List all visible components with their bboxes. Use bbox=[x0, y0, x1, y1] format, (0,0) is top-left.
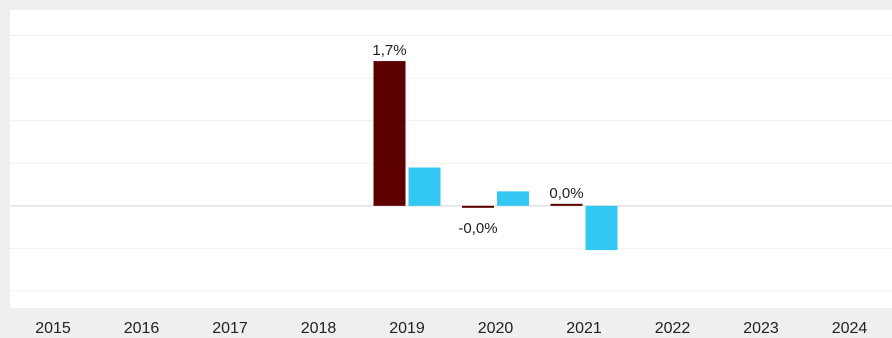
data-label-2020: -0,0% bbox=[458, 220, 497, 237]
x-tick-label-2018: 2018 bbox=[301, 320, 337, 337]
bar-series-2-2020 bbox=[497, 191, 529, 206]
x-tick-label-2022: 2022 bbox=[655, 320, 691, 337]
x-tick-label-2024: 2024 bbox=[832, 320, 868, 337]
data-label-2019: 1,7% bbox=[372, 42, 406, 59]
bar-series-1-2021 bbox=[550, 203, 583, 206]
x-tick-label-2015: 2015 bbox=[35, 320, 71, 337]
x-tick-label-2021: 2021 bbox=[566, 320, 602, 337]
data-label-2021: 0,0% bbox=[549, 185, 583, 202]
x-axis-tick-labels: 2015 2016 2017 2018 2019 2020 2021 2022 2023 2024 bbox=[35, 320, 867, 337]
x-tick-label-2020: 2020 bbox=[478, 320, 514, 337]
plot-area bbox=[10, 10, 892, 308]
bar-series-1-2020 bbox=[462, 205, 494, 208]
data-labels: 1,7% -0,0% 0,0% bbox=[372, 42, 583, 237]
bar-series-2-2019 bbox=[408, 167, 441, 206]
gridlines bbox=[10, 35, 892, 292]
bar-series-2-2021 bbox=[585, 205, 618, 251]
x-tick-label-2017: 2017 bbox=[212, 320, 248, 337]
x-tick-label-2019: 2019 bbox=[389, 320, 425, 337]
bars bbox=[373, 61, 618, 251]
x-tick-label-2016: 2016 bbox=[124, 320, 160, 337]
x-tick-label-2023: 2023 bbox=[743, 320, 779, 337]
bar-series-1-2019 bbox=[373, 61, 406, 206]
